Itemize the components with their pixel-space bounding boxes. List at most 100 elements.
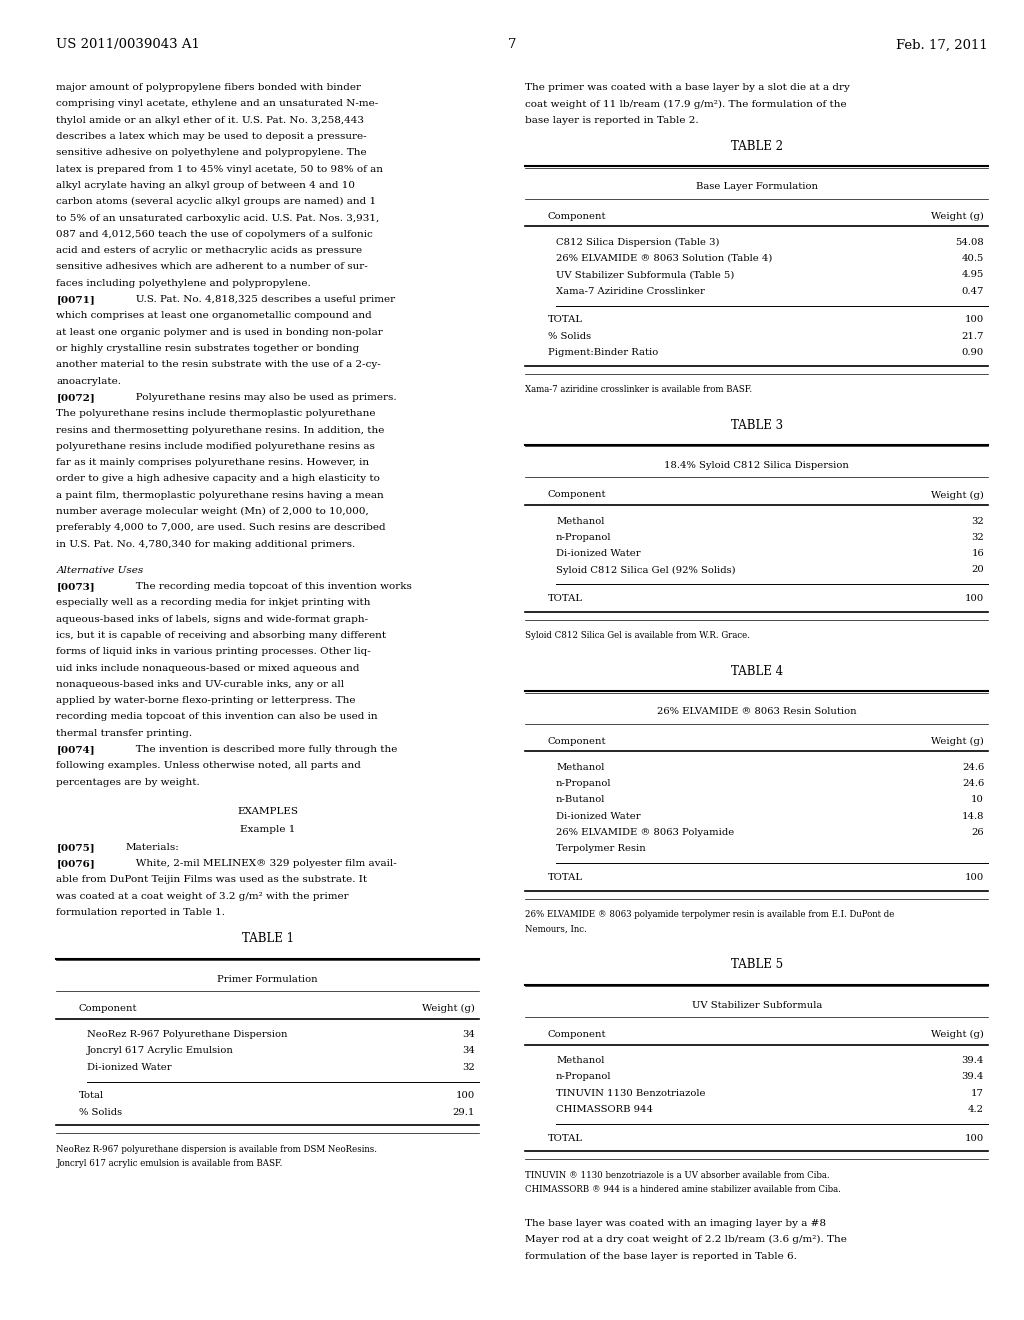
Text: Methanol: Methanol (556, 516, 604, 525)
Text: forms of liquid inks in various printing processes. Other liq-: forms of liquid inks in various printing… (56, 647, 371, 656)
Text: faces including polyethylene and polypropylene.: faces including polyethylene and polypro… (56, 279, 311, 288)
Text: order to give a high adhesive capacity and a high elasticity to: order to give a high adhesive capacity a… (56, 474, 380, 483)
Text: 10: 10 (971, 796, 984, 804)
Text: US 2011/0039043 A1: US 2011/0039043 A1 (56, 38, 201, 51)
Text: Example 1: Example 1 (240, 825, 296, 834)
Text: formulation of the base layer is reported in Table 6.: formulation of the base layer is reporte… (525, 1251, 798, 1261)
Text: The polyurethane resins include thermoplastic polyurethane: The polyurethane resins include thermopl… (56, 409, 376, 418)
Text: The invention is described more fully through the: The invention is described more fully th… (126, 744, 397, 754)
Text: at least one organic polymer and is used in bonding non-polar: at least one organic polymer and is used… (56, 327, 383, 337)
Text: 17: 17 (971, 1089, 984, 1097)
Text: 4.2: 4.2 (968, 1105, 984, 1114)
Text: Methanol: Methanol (556, 763, 604, 772)
Text: Di-ionized Water: Di-ionized Water (556, 549, 641, 558)
Text: % Solids: % Solids (79, 1107, 122, 1117)
Text: Weight (g): Weight (g) (931, 491, 984, 499)
Text: describes a latex which may be used to deposit a pressure-: describes a latex which may be used to d… (56, 132, 367, 141)
Text: 32: 32 (463, 1063, 475, 1072)
Text: coat weight of 11 lb/ream (17.9 g/m²). The formulation of the: coat weight of 11 lb/ream (17.9 g/m²). T… (525, 99, 847, 108)
Text: 26% ELVAMIDE ® 8063 polyamide terpolymer resin is available from E.I. DuPont de: 26% ELVAMIDE ® 8063 polyamide terpolymer… (525, 911, 895, 919)
Text: especially well as a recording media for inkjet printing with: especially well as a recording media for… (56, 598, 371, 607)
Text: Component: Component (548, 491, 606, 499)
Text: 0.90: 0.90 (962, 348, 984, 356)
Text: [0071]: [0071] (56, 296, 95, 304)
Text: Pigment:Binder Ratio: Pigment:Binder Ratio (548, 348, 658, 356)
Text: TOTAL: TOTAL (548, 1134, 583, 1143)
Text: The recording media topcoat of this invention works: The recording media topcoat of this inve… (126, 582, 412, 591)
Text: NeoRez R-967 Polyurethane Dispersion: NeoRez R-967 Polyurethane Dispersion (87, 1030, 288, 1039)
Text: in U.S. Pat. No. 4,780,340 for making additional primers.: in U.S. Pat. No. 4,780,340 for making ad… (56, 540, 355, 549)
Text: was coated at a coat weight of 3.2 g/m² with the primer: was coated at a coat weight of 3.2 g/m² … (56, 892, 349, 900)
Text: Primer Formulation: Primer Formulation (217, 974, 318, 983)
Text: preferably 4,000 to 7,000, are used. Such resins are described: preferably 4,000 to 7,000, are used. Suc… (56, 523, 386, 532)
Text: CHIMASSORB 944: CHIMASSORB 944 (556, 1105, 653, 1114)
Text: Syloid C812 Silica Gel is available from W.R. Grace.: Syloid C812 Silica Gel is available from… (525, 631, 751, 640)
Text: Nemours, Inc.: Nemours, Inc. (525, 924, 587, 933)
Text: Materials:: Materials: (126, 843, 179, 851)
Text: Component: Component (548, 1030, 606, 1039)
Text: which comprises at least one organometallic compound and: which comprises at least one organometal… (56, 312, 372, 321)
Text: 100: 100 (965, 315, 984, 325)
Text: Alternative Uses: Alternative Uses (56, 566, 143, 574)
Text: Component: Component (548, 211, 606, 220)
Text: to 5% of an unsaturated carboxylic acid. U.S. Pat. Nos. 3,931,: to 5% of an unsaturated carboxylic acid.… (56, 214, 380, 223)
Text: latex is prepared from 1 to 45% vinyl acetate, 50 to 98% of an: latex is prepared from 1 to 45% vinyl ac… (56, 165, 383, 174)
Text: [0076]: [0076] (56, 859, 95, 869)
Text: TABLE 1: TABLE 1 (242, 932, 294, 945)
Text: 100: 100 (965, 873, 984, 882)
Text: recording media topcoat of this invention can also be used in: recording media topcoat of this inventio… (56, 713, 378, 722)
Text: 100: 100 (965, 1134, 984, 1143)
Text: resins and thermosetting polyurethane resins. In addition, the: resins and thermosetting polyurethane re… (56, 425, 385, 434)
Text: another material to the resin substrate with the use of a 2-cy-: another material to the resin substrate … (56, 360, 381, 370)
Text: number average molecular weight (Mn) of 2,000 to 10,000,: number average molecular weight (Mn) of … (56, 507, 369, 516)
Text: 26% ELVAMIDE ® 8063 Polyamide: 26% ELVAMIDE ® 8063 Polyamide (556, 828, 734, 837)
Text: sensitive adhesives which are adherent to a number of sur-: sensitive adhesives which are adherent t… (56, 263, 368, 272)
Text: NeoRez R-967 polyurethane dispersion is available from DSM NeoResins.: NeoRez R-967 polyurethane dispersion is … (56, 1144, 377, 1154)
Text: TOTAL: TOTAL (548, 315, 583, 325)
Text: alkyl acrylate having an alkyl group of between 4 and 10: alkyl acrylate having an alkyl group of … (56, 181, 355, 190)
Text: comprising vinyl acetate, ethylene and an unsaturated N-me-: comprising vinyl acetate, ethylene and a… (56, 99, 379, 108)
Text: 32: 32 (972, 516, 984, 525)
Text: percentages are by weight.: percentages are by weight. (56, 777, 200, 787)
Text: 26: 26 (972, 828, 984, 837)
Text: White, 2-mil MELINEX® 329 polyester film avail-: White, 2-mil MELINEX® 329 polyester film… (126, 859, 396, 869)
Text: thermal transfer printing.: thermal transfer printing. (56, 729, 193, 738)
Text: Mayer rod at a dry coat weight of 2.2 lb/ream (3.6 g/m²). The: Mayer rod at a dry coat weight of 2.2 lb… (525, 1236, 847, 1245)
Text: nonaqueous-based inks and UV-curable inks, any or all: nonaqueous-based inks and UV-curable ink… (56, 680, 344, 689)
Text: [0075]: [0075] (56, 843, 95, 851)
Text: 7: 7 (508, 38, 516, 51)
Text: TINUVIN 1130 Benzotriazole: TINUVIN 1130 Benzotriazole (556, 1089, 706, 1097)
Text: TOTAL: TOTAL (548, 594, 583, 603)
Text: or highly crystalline resin substrates together or bonding: or highly crystalline resin substrates t… (56, 345, 359, 352)
Text: sensitive adhesive on polyethylene and polypropylene. The: sensitive adhesive on polyethylene and p… (56, 148, 367, 157)
Text: Component: Component (548, 737, 606, 746)
Text: 26% ELVAMIDE ® 8063 Resin Solution: 26% ELVAMIDE ® 8063 Resin Solution (657, 708, 856, 717)
Text: Total: Total (79, 1092, 104, 1101)
Text: C812 Silica Dispersion (Table 3): C812 Silica Dispersion (Table 3) (556, 238, 720, 247)
Text: CHIMASSORB ® 944 is a hindered amine stabilizer available from Ciba.: CHIMASSORB ® 944 is a hindered amine sta… (525, 1185, 841, 1195)
Text: 32: 32 (972, 533, 984, 541)
Text: 26% ELVAMIDE ® 8063 Solution (Table 4): 26% ELVAMIDE ® 8063 Solution (Table 4) (556, 253, 772, 263)
Text: base layer is reported in Table 2.: base layer is reported in Table 2. (525, 116, 699, 125)
Text: Methanol: Methanol (556, 1056, 604, 1065)
Text: UV Stabilizer Subformula: UV Stabilizer Subformula (691, 1001, 822, 1010)
Text: Weight (g): Weight (g) (931, 1030, 984, 1039)
Text: far as it mainly comprises polyurethane resins. However, in: far as it mainly comprises polyurethane … (56, 458, 370, 467)
Text: 39.4: 39.4 (962, 1072, 984, 1081)
Text: 087 and 4,012,560 teach the use of copolymers of a sulfonic: 087 and 4,012,560 teach the use of copol… (56, 230, 373, 239)
Text: TABLE 4: TABLE 4 (731, 665, 782, 678)
Text: UV Stabilizer Subformula (Table 5): UV Stabilizer Subformula (Table 5) (556, 271, 734, 280)
Text: The primer was coated with a base layer by a slot die at a dry: The primer was coated with a base layer … (525, 83, 850, 92)
Text: 40.5: 40.5 (962, 253, 984, 263)
Text: 39.4: 39.4 (962, 1056, 984, 1065)
Text: The base layer was coated with an imaging layer by a #8: The base layer was coated with an imagin… (525, 1218, 826, 1228)
Text: Di-ionized Water: Di-ionized Water (556, 812, 641, 821)
Text: ics, but it is capable of receiving and absorbing many different: ics, but it is capable of receiving and … (56, 631, 386, 640)
Text: Base Layer Formulation: Base Layer Formulation (695, 182, 818, 191)
Text: TABLE 5: TABLE 5 (731, 958, 782, 972)
Text: 18.4% Syloid C812 Silica Dispersion: 18.4% Syloid C812 Silica Dispersion (665, 461, 849, 470)
Text: acid and esters of acrylic or methacrylic acids as pressure: acid and esters of acrylic or methacryli… (56, 246, 362, 255)
Text: n-Propanol: n-Propanol (556, 533, 611, 541)
Text: TABLE 2: TABLE 2 (731, 140, 782, 153)
Text: following examples. Unless otherwise noted, all parts and: following examples. Unless otherwise not… (56, 762, 361, 771)
